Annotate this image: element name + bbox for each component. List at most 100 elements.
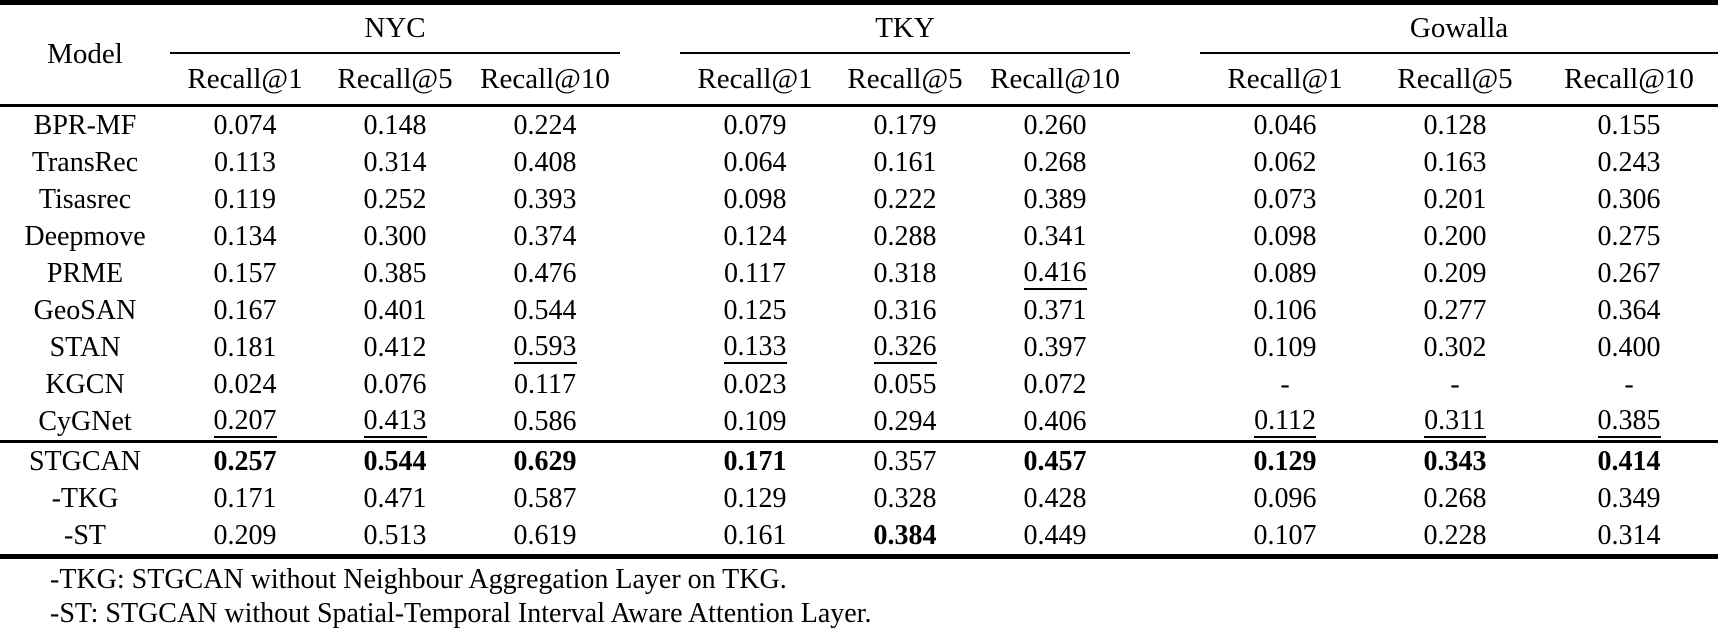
table-row: CyGNet 0.207 0.413 0.586 0.109 0.294 0.406 0.11… [0,403,1718,442]
value-cell: 0.163 [1423,146,1487,178]
column-gap [1130,3,1200,106]
model-name-cell: KGCN [45,368,125,400]
value-cell: 0.389 [1023,183,1087,215]
value-cell: 0.343 [1423,445,1487,477]
value-cell: 0.055 [873,368,937,400]
value-cell: 0.513 [363,519,427,551]
value-cell: 0.117 [724,257,786,289]
value-cell: 0.128 [1423,109,1487,141]
value-cell: 0.406 [1023,405,1087,437]
value-cell: 0.109 [723,405,787,437]
value-cell: 0.277 [1423,294,1487,326]
table-row: -ST 0.209 0.513 0.619 0.161 0.384 0.449 0.107 0.… [0,517,1718,557]
column-gap [1130,181,1200,218]
column-gap [620,218,680,255]
value-cell: 0.457 [1023,445,1087,477]
value-cell: 0.385 [363,257,427,289]
value-cell: 0.593 [470,329,620,366]
value-cell: 0.384 [873,519,937,551]
column-gap [620,3,680,106]
column-header-gowalla-recall5: Recall@5 [1397,62,1513,95]
model-name-cell: STAN [49,331,121,363]
column-gap [1130,480,1200,517]
table-row: BPR-MF 0.074 0.148 0.224 0.079 0.179 0.260 0.04… [0,106,1718,145]
value-cell: 0.117 [514,368,576,400]
value-cell: 0.106 [1253,294,1317,326]
value-cell: 0.171 [723,445,787,477]
value-cell: 0.314 [363,146,427,178]
value-cell: 0.228 [1423,519,1487,551]
value-cell: 0.074 [213,109,277,141]
column-header-model: Model [47,38,123,70]
value-cell: 0.125 [723,294,787,326]
value-cell: 0.629 [513,445,577,477]
column-gap [620,403,680,442]
value-cell: 0.294 [873,405,937,437]
column-gap [620,255,680,292]
group-header-gowalla: Gowalla [1200,2,1718,54]
model-name-cell: BPR-MF [33,109,137,141]
model-name-cell: Deepmove [24,220,146,252]
table-row: GeoSAN 0.167 0.401 0.544 0.125 0.316 0.371 0.10… [0,292,1718,329]
value-cell: 0.476 [513,257,577,289]
value-cell: 0.124 [723,220,787,252]
value-cell: 0.306 [1597,183,1661,215]
table-row: PRME 0.157 0.385 0.476 0.117 0.318 0.416 0.089 0… [0,255,1718,292]
value-cell: 0.341 [1023,220,1087,252]
column-header-tky-recall1: Recall@1 [697,62,813,95]
table-footnotes: -TKG: STGCAN without Neighbour Aggregati… [0,563,1718,631]
value-cell: 0.209 [213,519,277,551]
column-gap [620,292,680,329]
table-row: Deepmove 0.134 0.300 0.374 0.124 0.288 0.341 0.… [0,218,1718,255]
value-cell: 0.113 [214,146,276,178]
column-header-nyc-recall1: Recall@1 [187,62,303,95]
value-cell: 0.316 [873,294,937,326]
value-cell: 0.157 [213,257,277,289]
value-cell: 0.073 [1253,183,1317,215]
model-name-cell: Tisasrec [38,183,132,215]
value-cell: 0.268 [1023,146,1087,178]
table-row: -TKG 0.171 0.471 0.587 0.129 0.328 0.428 0.096 0… [0,480,1718,517]
value-cell: 0.181 [213,331,277,363]
column-gap [620,442,680,481]
value-cell: 0.155 [1597,109,1661,141]
column-gap [620,480,680,517]
value-cell: 0.200 [1423,220,1487,252]
value-cell: - [1280,368,1290,400]
value-cell: 0.023 [723,368,787,400]
value-cell: 0.171 [213,482,277,514]
value-cell: 0.619 [513,519,577,551]
column-gap [1130,442,1200,481]
value-cell: 0.224 [513,109,577,141]
column-gap [620,181,680,218]
value-cell: 0.318 [873,257,937,289]
value-cell: 0.179 [873,109,937,141]
value-cell: 0.357 [873,445,937,477]
value-cell: 0.587 [513,482,577,514]
value-cell: 0.109 [1253,331,1317,363]
value-cell: 0.134 [213,220,277,252]
value-cell: 0.107 [1253,519,1317,551]
value-cell: 0.207 [170,403,320,442]
value-cell: 0.364 [1597,294,1661,326]
value-cell: 0.209 [1423,257,1487,289]
value-cell: - [1450,368,1460,400]
model-name-cell: GeoSAN [33,294,137,326]
column-gap [620,106,680,145]
value-cell: 0.257 [213,445,277,477]
table-row: TransRec 0.113 0.314 0.408 0.064 0.161 0.268 0.… [0,144,1718,181]
value-cell: 0.268 [1423,482,1487,514]
value-cell: 0.129 [723,482,787,514]
value-cell: 0.046 [1253,109,1317,141]
column-gap [620,144,680,181]
column-header-nyc-recall10: Recall@10 [480,62,610,95]
model-name-cell: TransRec [31,146,139,178]
value-cell: 0.385 [1540,403,1718,442]
column-gap [620,517,680,557]
value-cell: 0.119 [214,183,276,215]
value-cell: 0.288 [873,220,937,252]
column-header-tky-recall5: Recall@5 [847,62,963,95]
value-cell: 0.062 [1253,146,1317,178]
column-gap [1130,366,1200,403]
column-gap [1130,292,1200,329]
